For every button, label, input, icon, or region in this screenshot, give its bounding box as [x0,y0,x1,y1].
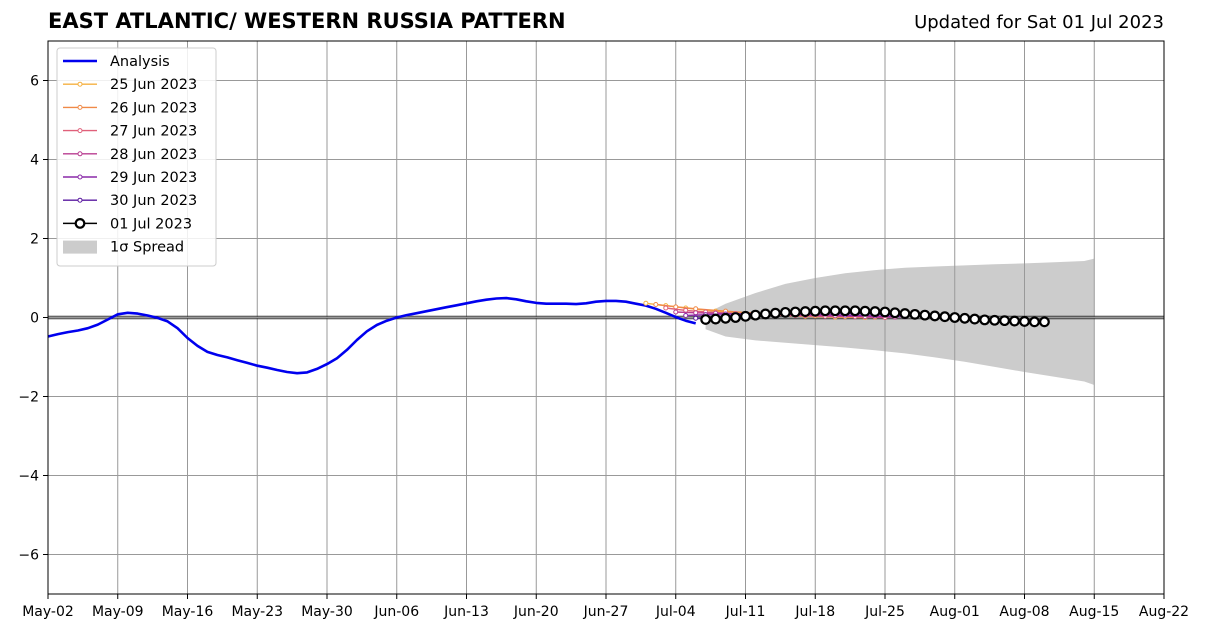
legend-label: 28 Jun 2023 [110,147,197,163]
y-tick-label: −6 [18,548,39,564]
x-tick-label: Aug-15 [1069,604,1119,620]
legend-box [56,47,217,267]
y-tick-label: 6 [30,74,39,90]
latest-forecast-point [909,308,921,320]
latest-forecast-point [700,314,712,325]
latest-forecast-point [1039,316,1050,328]
legend-label: Analysis [110,54,170,70]
forecast-point [683,313,689,319]
legend-label: 27 Jun 2023 [110,124,197,140]
x-tick-label: May-16 [162,604,214,620]
forecast-point [693,315,699,321]
x-tick-label: Jun-27 [583,604,629,620]
x-tick-label: Jun-20 [513,604,559,620]
latest-forecast-point [879,306,891,318]
forecast-point [673,304,679,310]
legend-swatch-marker [77,81,83,87]
y-tick-label: 2 [30,232,39,248]
latest-forecast-point [929,310,941,322]
x-tick-label: May-23 [231,604,283,620]
latest-forecast-point [819,305,831,317]
latest-forecast-point [1029,316,1040,328]
latest-forecast-point [999,315,1010,327]
latest-forecast-point [899,308,911,319]
latest-forecast-point [750,309,761,321]
legend-swatch-spread [63,240,97,254]
latest-forecast-point [829,305,841,317]
y-tick-label: −2 [18,390,39,406]
legend-label: 30 Jun 2023 [110,193,197,209]
latest-forecast-point [740,310,751,322]
legend-label: 29 Jun 2023 [110,170,197,186]
legend-swatch-marker [77,151,83,157]
legend-label: 1σ Spread [110,240,184,256]
latest-forecast-point [889,307,901,319]
x-tick-label: Aug-22 [1139,604,1189,620]
latest-forecast-point [859,305,871,317]
analysis-layer [47,296,697,375]
forecast-point [693,306,699,312]
forecast-point [653,301,659,307]
latest-forecast-point [839,305,851,317]
forecast-point [673,309,679,315]
y-tick-label: 0 [30,311,39,327]
legend-swatch-marker [77,197,83,203]
latest-forecast-point [989,314,1001,326]
latest-forecast-point [799,306,811,317]
latest-forecast-point [1019,316,1030,327]
latest-forecast-point [720,312,731,324]
latest-forecast-point [769,307,781,319]
x-tick-label: Jul-04 [655,604,696,620]
legend: Analysis 25 Jun 2023 26 Jun 2023 27 Jun 202… [56,47,217,267]
latest-forecast-point [949,312,961,323]
latest-forecast-layer [700,305,1050,328]
latest-forecast-point [1009,315,1020,327]
latest-forecast-point [849,305,861,317]
ticks-layer: May-02 May-09 May-16 May-23 May-30 Jun-06 Jun-… [18,74,1189,621]
x-tick-label: Aug-08 [999,604,1049,620]
latest-forecast-point [959,312,971,324]
legend-label: 26 Jun 2023 [110,100,197,116]
x-tick-label: May-02 [22,604,74,620]
latest-forecast-point [789,306,801,318]
x-tick-label: May-09 [92,604,144,620]
legend-label: 01 Jul 2023 [110,216,192,232]
latest-forecast-point [760,308,771,320]
x-tick-label: Jun-13 [443,604,489,620]
analysis-line [47,296,697,375]
x-tick-label: Jun-06 [373,604,419,620]
legend-swatch-marker [74,217,86,229]
latest-forecast-point [730,312,741,323]
latest-forecast-point [939,311,951,323]
latest-forecast-point [809,305,821,317]
latest-forecast-point [979,314,991,326]
legend-swatch-marker [77,174,83,180]
x-tick-label: May-30 [301,604,353,620]
legend-swatch-marker [77,104,83,110]
y-tick-label: −4 [18,469,39,485]
latest-forecast-point [869,306,881,317]
spread-band [705,258,1095,385]
x-tick-label: Jul-18 [794,604,835,620]
forecast-point [663,305,669,311]
forecast-point [693,310,699,316]
latest-forecast-point [919,309,931,321]
x-tick-label: Jul-11 [725,604,766,620]
spread-layer [705,258,1095,385]
latest-forecast-point [710,313,722,325]
legend-label: 25 Jun 2023 [110,77,197,93]
updated-date: Updated for Sat 01 Jul 2023 [914,12,1164,33]
latest-forecast-point [969,313,981,325]
latest-forecast-point [779,306,791,318]
legend-swatch-marker [77,128,83,134]
y-tick-label: 4 [30,153,39,169]
x-tick-label: Aug-01 [930,604,980,620]
chart-title: EAST ATLANTIC/ WESTERN RUSSIA PATTERN [48,9,566,33]
x-tick-label: Jul-25 [864,604,905,620]
forecast-point [643,300,649,306]
